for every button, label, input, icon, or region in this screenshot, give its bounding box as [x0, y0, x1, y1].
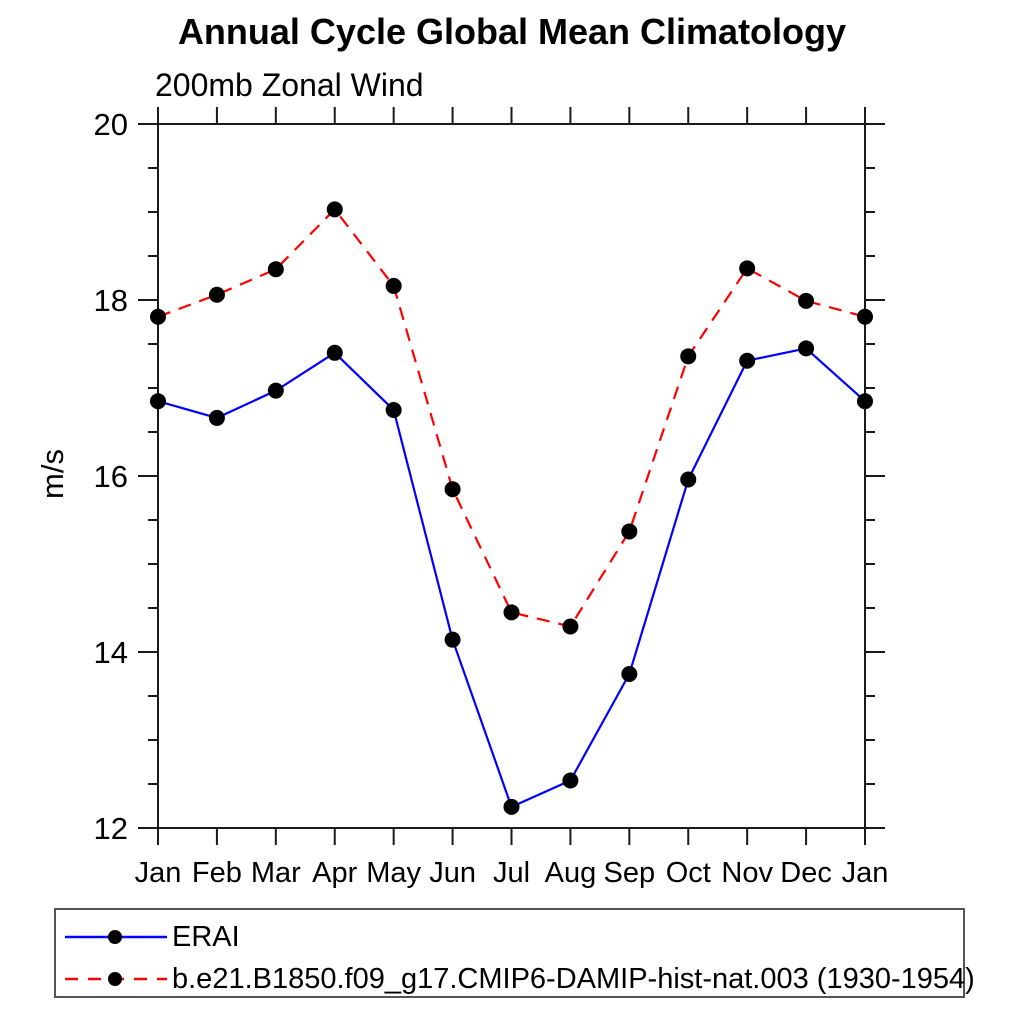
data-point-marker [150, 308, 166, 325]
y-tick-label: 16 [94, 459, 128, 494]
legend-line-sample-solid [65, 930, 167, 944]
data-point-marker [562, 618, 579, 635]
x-tick-label: Jul [493, 857, 530, 889]
data-point-marker [444, 481, 461, 498]
series-line-dashed [157, 207, 866, 628]
data-point-marker [326, 201, 343, 218]
data-point-marker [208, 409, 225, 426]
y-tick-label: 18 [94, 283, 128, 318]
data-point-marker [798, 292, 815, 309]
x-tick-label: Jan [842, 857, 889, 889]
data-point-marker [326, 344, 343, 361]
data-point-marker [385, 277, 402, 294]
data-point-marker [150, 393, 166, 410]
legend-line-sample-dashed [65, 972, 167, 986]
data-point-marker [621, 666, 638, 682]
legend-label: b.e21.B1850.f09_g17.CMIP6-DAMIP-hist-nat… [172, 963, 975, 995]
data-point-marker [857, 308, 873, 325]
chart-title: Annual Cycle Global Mean Climatology [178, 11, 846, 52]
legend-marker-icon [108, 972, 122, 986]
legend-item-model: b.e21.B1850.f09_g17.CMIP6-DAMIP-hist-nat… [60, 964, 975, 994]
series-line-solid [157, 347, 866, 809]
data-point-marker [739, 260, 756, 277]
y-axis-label: m/s [35, 449, 70, 499]
x-tick-label: Feb [192, 857, 242, 889]
data-point-marker [267, 382, 284, 399]
legend-box: ERAI b.e21.B1850.f09_g17.CMIP6-DAMIP-his… [54, 908, 975, 998]
data-point-marker [680, 471, 697, 488]
legend-label: ERAI [172, 921, 240, 953]
x-tick-label: Sep [604, 857, 656, 889]
data-point-marker [562, 772, 579, 789]
axes-group: Jan Feb Mar Apr May Jun Jul Aug Sep Oct Nov Dec Jan1… [94, 107, 889, 889]
series-group [150, 201, 873, 815]
legend-marker-icon [108, 930, 122, 944]
y-tick-label: 14 [94, 635, 128, 670]
y-tick-label: 12 [94, 811, 128, 846]
data-point-marker [385, 402, 402, 418]
x-tick-label: Mar [251, 857, 301, 889]
legend-item-erai: ERAI [60, 922, 240, 952]
y-tick-label: 20 [94, 107, 128, 142]
x-tick-label: Oct [666, 857, 711, 889]
data-point-marker [798, 340, 815, 357]
x-tick-label: Jun [429, 857, 476, 889]
data-point-marker [680, 348, 697, 365]
data-point-marker [621, 523, 638, 540]
data-point-marker [208, 286, 225, 303]
x-tick-label: May [366, 857, 421, 889]
data-point-marker [267, 261, 284, 278]
data-point-marker [503, 798, 520, 815]
x-tick-label: Apr [312, 857, 357, 889]
x-tick-label: Aug [545, 857, 597, 889]
data-point-marker [503, 604, 520, 621]
x-tick-label: Nov [721, 857, 773, 889]
x-tick-label: Jan [135, 857, 182, 889]
chart-subtitle: 200mb Zonal Wind [155, 67, 424, 103]
data-point-marker [739, 352, 756, 369]
x-tick-label: Dec [780, 857, 832, 889]
data-point-marker [857, 393, 873, 410]
data-point-marker [444, 631, 461, 648]
